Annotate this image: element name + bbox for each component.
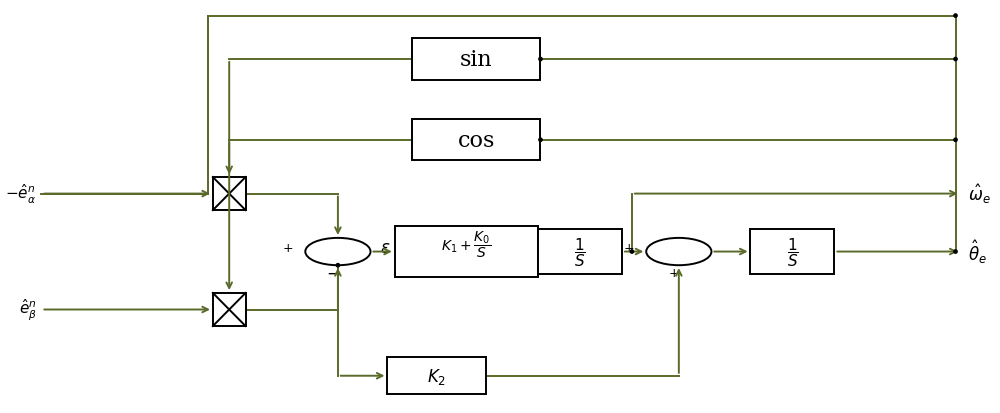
Circle shape [954,250,957,254]
Text: sin: sin [460,49,493,71]
Text: +: + [669,266,679,280]
Bar [538,229,622,275]
Bar [213,293,246,326]
Text: cos: cos [458,129,495,152]
Bar [395,226,538,278]
Text: $\hat{\theta}_e$: $\hat{\theta}_e$ [968,238,987,266]
Bar [412,39,540,81]
Circle shape [954,58,957,62]
Text: $K_2$: $K_2$ [427,366,446,386]
Bar [213,178,246,211]
Bar [412,120,540,161]
Circle shape [539,58,542,62]
Text: $\dfrac{1}{S}$: $\dfrac{1}{S}$ [787,235,798,268]
Text: −: − [326,264,340,282]
Circle shape [630,250,634,254]
Circle shape [539,139,542,142]
Text: $\varepsilon$: $\varepsilon$ [380,239,391,256]
Circle shape [954,15,957,18]
Text: $\hat{\omega}_e$: $\hat{\omega}_e$ [968,183,991,206]
Text: +: + [282,241,293,254]
Circle shape [954,139,957,142]
Text: $\hat{e}_{\beta}^{n}$: $\hat{e}_{\beta}^{n}$ [19,297,37,323]
Text: $\dfrac{1}{S}$: $\dfrac{1}{S}$ [574,235,586,268]
Bar [387,357,486,394]
Text: $-\hat{e}_{\alpha}^{n}$: $-\hat{e}_{\alpha}^{n}$ [5,183,37,206]
Ellipse shape [646,238,711,266]
Bar [750,229,834,275]
Text: $K_1+\dfrac{K_0}{S}$: $K_1+\dfrac{K_0}{S}$ [441,228,492,259]
Text: +: + [623,241,634,254]
Ellipse shape [305,238,371,266]
Circle shape [336,264,340,267]
